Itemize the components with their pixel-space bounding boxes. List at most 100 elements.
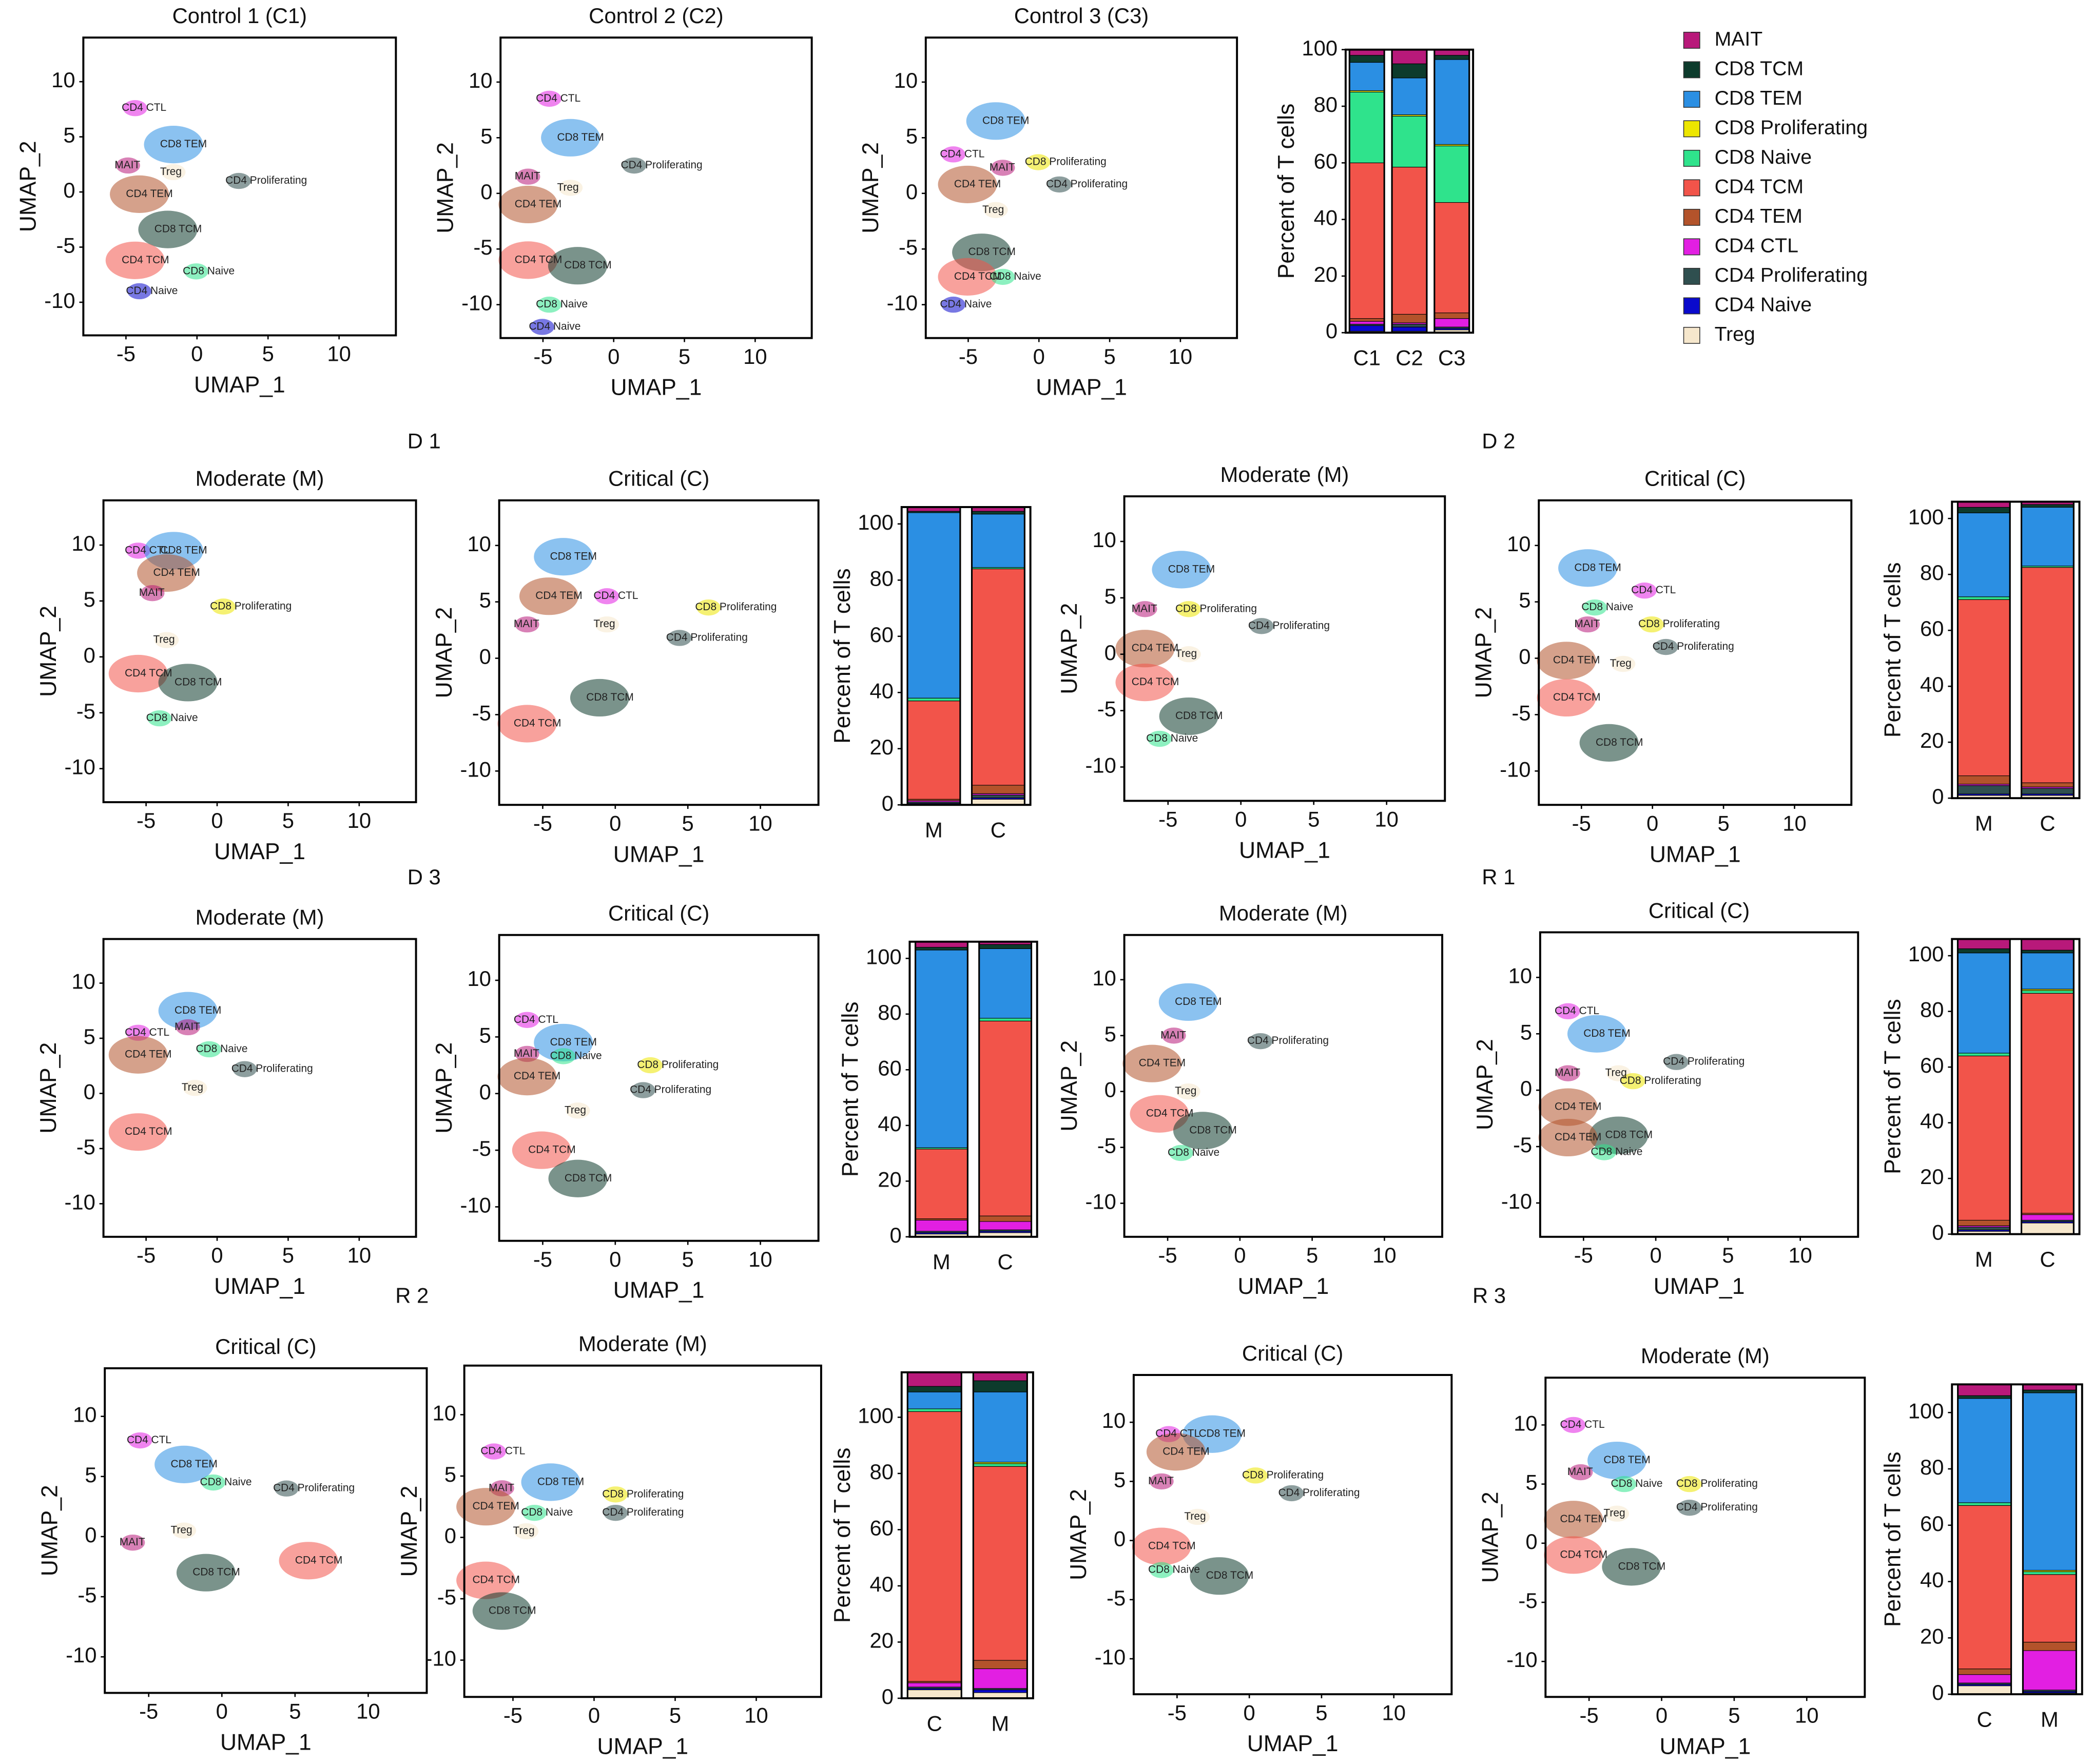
x-tick-label: -5 bbox=[1158, 807, 1177, 831]
cluster bbox=[1654, 638, 1678, 655]
cluster-label: CD8 Proliferating bbox=[1676, 1478, 1758, 1489]
cluster bbox=[548, 1159, 608, 1197]
cluster-label: CD4 TCM bbox=[1132, 676, 1179, 688]
x-tick-label: 5 bbox=[289, 1699, 301, 1723]
bar-segment bbox=[973, 1463, 1028, 1467]
x-tick-label: 10 bbox=[347, 808, 372, 832]
legend-label: CD4 Naive bbox=[1715, 294, 1812, 316]
cluster-label: MAIT bbox=[990, 161, 1015, 173]
cluster bbox=[110, 175, 169, 213]
cluster bbox=[1149, 1473, 1174, 1490]
chart-title: Critical (C) bbox=[1649, 898, 1750, 922]
y-tick-label: -10 bbox=[64, 1190, 95, 1214]
y-axis-label: UMAP_2 bbox=[397, 1486, 422, 1577]
plot-frame bbox=[498, 934, 820, 1242]
cluster bbox=[154, 632, 179, 648]
cluster-label: CD8 Proliferating bbox=[1638, 618, 1720, 630]
x-axis-label: UMAP_1 bbox=[194, 372, 285, 397]
cluster-label: CD8 TEM bbox=[550, 550, 597, 562]
y-tick-label: 10 bbox=[1508, 963, 1532, 987]
y-tick-label: 10 bbox=[1092, 966, 1116, 990]
y-tick-label: 5 bbox=[480, 124, 492, 148]
bar-segment bbox=[1391, 63, 1427, 79]
x-axis-label: UMAP_1 bbox=[611, 375, 702, 400]
bar-segment bbox=[1957, 776, 2010, 785]
cluster-label: CD8 Naive bbox=[1148, 1564, 1200, 1576]
cluster-label: CD4 TEM bbox=[954, 178, 1001, 190]
x-axis-label: UMAP_1 bbox=[1036, 375, 1127, 400]
bar-segment bbox=[1434, 318, 1470, 327]
y-tick-label: -10 bbox=[460, 1193, 491, 1217]
cluster-label: Treg bbox=[593, 618, 615, 630]
x-tick-label: 5 bbox=[679, 344, 690, 369]
cluster bbox=[566, 1102, 590, 1119]
plot-frame bbox=[1539, 931, 1859, 1238]
cluster bbox=[1579, 724, 1639, 762]
bar-segment bbox=[1957, 599, 2010, 777]
y-tick-label: 5 bbox=[1114, 1467, 1126, 1491]
cluster-label: CD8 TEM bbox=[175, 1004, 221, 1016]
x-tick-label: -5 bbox=[1158, 1243, 1177, 1267]
bar-segment bbox=[973, 1466, 1028, 1661]
cluster-label: CD4 TEM bbox=[1132, 642, 1178, 654]
cluster bbox=[1556, 1003, 1580, 1020]
y-axis-label: Percent of T cells bbox=[1881, 563, 1906, 738]
legend-swatch bbox=[1683, 208, 1700, 226]
bar-segment bbox=[971, 794, 1025, 799]
x-tick-label: 5 bbox=[682, 811, 694, 835]
x-tick-label: 0 bbox=[1235, 807, 1247, 831]
cluster-label: CD4 CTL bbox=[536, 92, 580, 104]
cluster-label: CD8 TEM bbox=[1603, 1454, 1650, 1466]
cluster-label: CD4 Proliferating bbox=[1247, 1035, 1329, 1046]
cluster-label: CD8 Naive bbox=[550, 1050, 602, 1061]
cluster-label: Treg bbox=[1610, 657, 1632, 669]
cluster-label: CD4 TEM bbox=[472, 1500, 519, 1512]
y-axis-label: Percent of T cells bbox=[830, 1448, 855, 1623]
cluster bbox=[1026, 154, 1051, 170]
cluster bbox=[1639, 616, 1664, 633]
plot-frame bbox=[463, 1364, 822, 1698]
cluster-label: CD4 TEM bbox=[515, 198, 561, 210]
cluster bbox=[1677, 1476, 1702, 1492]
y-tick-label: -5 bbox=[472, 1136, 491, 1160]
y-tick-label: -5 bbox=[56, 234, 75, 258]
cluster-label: CD4 TEM bbox=[535, 590, 582, 602]
chart-title: Critical (C) bbox=[1644, 467, 1746, 491]
cluster-label: CD4 Proliferating bbox=[1248, 619, 1330, 631]
legend-label: MAIT bbox=[1715, 28, 1763, 50]
legend-swatch bbox=[1683, 179, 1700, 197]
y-tick-label: 0 bbox=[63, 178, 75, 202]
y-axis-label: UMAP_2 bbox=[1057, 603, 1082, 694]
bar-segment bbox=[2021, 939, 2074, 951]
cluster-label: CD8 Proliferating bbox=[1242, 1469, 1324, 1481]
cluster-label: CD8 TEM bbox=[160, 138, 207, 150]
cluster-label: CD8 Naive bbox=[1581, 601, 1633, 613]
cluster bbox=[551, 1048, 576, 1064]
legend-swatch bbox=[1683, 149, 1700, 167]
cluster-label: CD8 Naive bbox=[200, 1476, 252, 1488]
bar-segment bbox=[973, 1689, 1028, 1693]
cluster bbox=[1538, 1118, 1598, 1157]
y-tick-label: -10 bbox=[461, 291, 492, 315]
cluster bbox=[123, 100, 147, 117]
y-tick-label: -10 bbox=[1085, 753, 1116, 777]
cluster bbox=[1249, 618, 1274, 634]
x-axis-label: UMAP_1 bbox=[1247, 1731, 1339, 1756]
bar-segment bbox=[1957, 948, 2010, 954]
cluster bbox=[498, 241, 558, 279]
bar-segment bbox=[1349, 321, 1385, 325]
y-tick-label: 0 bbox=[479, 1080, 491, 1104]
plot-frame bbox=[82, 36, 397, 337]
group-label: R 3 bbox=[1472, 1283, 1506, 1307]
y-tick-label: 0 bbox=[1525, 1529, 1537, 1554]
cluster-label: CD4 TCM bbox=[472, 1574, 519, 1586]
y-tick-label: 10 bbox=[73, 1403, 97, 1427]
cluster bbox=[603, 1504, 628, 1521]
chart-title: Moderate (M) bbox=[196, 467, 324, 491]
cluster-label: CD4 CTL bbox=[593, 590, 638, 602]
chart-title: Critical (C) bbox=[608, 467, 709, 491]
y-tick-label: -5 bbox=[473, 235, 492, 259]
cluster-label: CD4 TEM bbox=[1555, 1101, 1601, 1113]
x-tick-label: 0 bbox=[1244, 1700, 1255, 1724]
